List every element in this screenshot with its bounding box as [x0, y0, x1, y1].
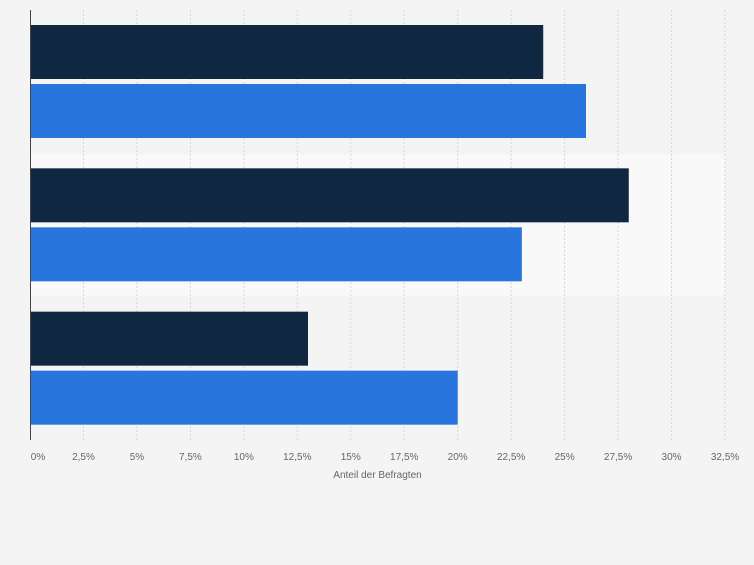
bar: [30, 84, 586, 138]
x-tick-label: 2,5%: [72, 452, 95, 463]
bar: [30, 227, 522, 282]
bars: [30, 25, 629, 425]
bar: [30, 311, 308, 366]
bar: [30, 25, 544, 79]
x-axis-label: Anteil der Befragten: [333, 470, 421, 481]
x-tick-label: 22,5%: [497, 452, 525, 463]
bar: [30, 370, 458, 425]
x-tick-label: 0%: [31, 452, 46, 463]
x-tick-label: 15%: [341, 452, 361, 463]
x-tick-label: 12,5%: [283, 452, 311, 463]
x-tick-label: 5%: [130, 452, 145, 463]
x-tick-label: 32,5%: [711, 452, 739, 463]
bar: [30, 168, 629, 223]
x-tick-label: 27,5%: [604, 452, 632, 463]
x-tick-labels: 0% 2,5% 5% 7,5% 10% 12,5% 15% 17,5% 20% 22,5% 25% 2…: [31, 452, 740, 463]
x-tick-label: 25%: [555, 452, 575, 463]
x-tick-label: 20%: [448, 452, 468, 463]
x-tick-label: 30%: [662, 452, 682, 463]
x-tick-label: 7,5%: [179, 452, 202, 463]
x-tick-label: 10%: [234, 452, 254, 463]
x-tick-label: 17,5%: [390, 452, 418, 463]
